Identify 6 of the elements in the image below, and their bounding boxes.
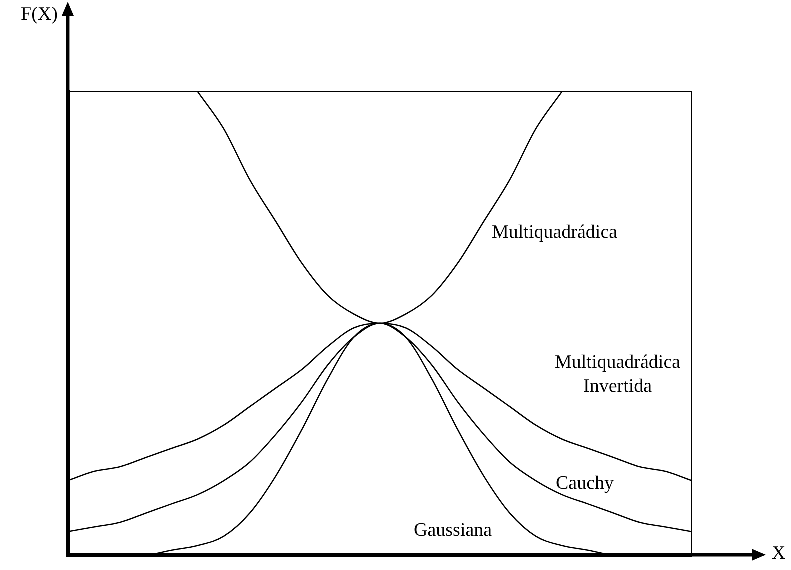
series-label: Multiquadrádica bbox=[492, 222, 618, 244]
series-label: Cauchy bbox=[556, 473, 614, 495]
series-label: Multiquadrádica Invertida bbox=[555, 352, 681, 398]
y-axis-title: F(X) bbox=[21, 4, 58, 26]
x-axis-title: X bbox=[772, 543, 786, 565]
series-label: Gaussiana bbox=[414, 520, 492, 542]
